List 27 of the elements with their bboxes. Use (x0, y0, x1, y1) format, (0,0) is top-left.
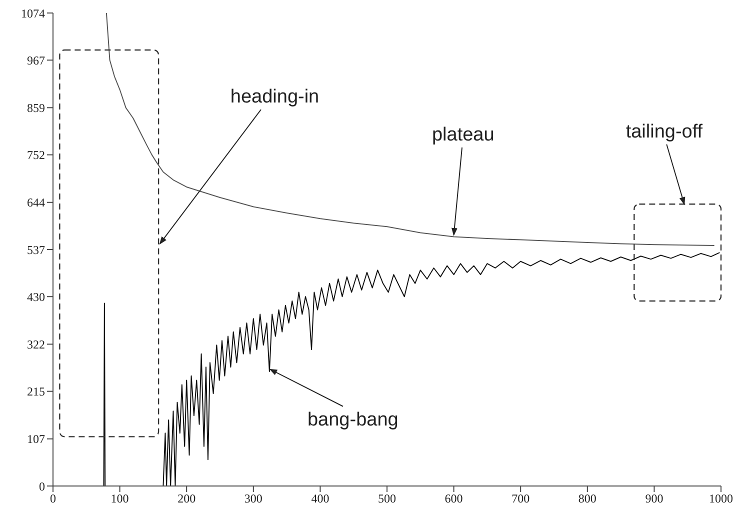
x-tick-label: 300 (244, 492, 262, 506)
y-tick-label: 430 (27, 290, 45, 304)
annotation: plateau (432, 124, 494, 146)
y-tick-label: 322 (27, 337, 45, 352)
annotation: tailing-off (626, 121, 704, 142)
x-tick-label: 800 (578, 492, 596, 506)
y-tick-label: 859 (27, 100, 45, 115)
x-tick-label: 600 (444, 492, 463, 506)
y-tick-label: 1074 (21, 6, 45, 20)
y-tick-label: 107 (27, 432, 45, 446)
y-tick-label: 752 (27, 148, 45, 162)
x-tick-label: 500 (378, 492, 396, 506)
y-tick-label: 644 (27, 196, 45, 210)
x-tick-label: 400 (311, 492, 330, 506)
y-tick-label: 0 (39, 479, 45, 494)
x-tick-label: 700 (512, 492, 530, 506)
annotation: heading-in (230, 86, 320, 108)
x-tick-label: 1000 (709, 492, 733, 506)
y-tick-label: 537 (27, 242, 45, 257)
y-tick-label: 215 (27, 384, 45, 399)
x-tick-label: 200 (178, 492, 196, 506)
x-tick-label: 0 (50, 492, 56, 506)
y-tick-label: 967 (27, 53, 45, 68)
annotation: bang-bang (307, 409, 398, 430)
x-tick-label: 900 (645, 492, 664, 506)
x-tick-label: 100 (110, 492, 129, 506)
line-series (106, 13, 715, 246)
